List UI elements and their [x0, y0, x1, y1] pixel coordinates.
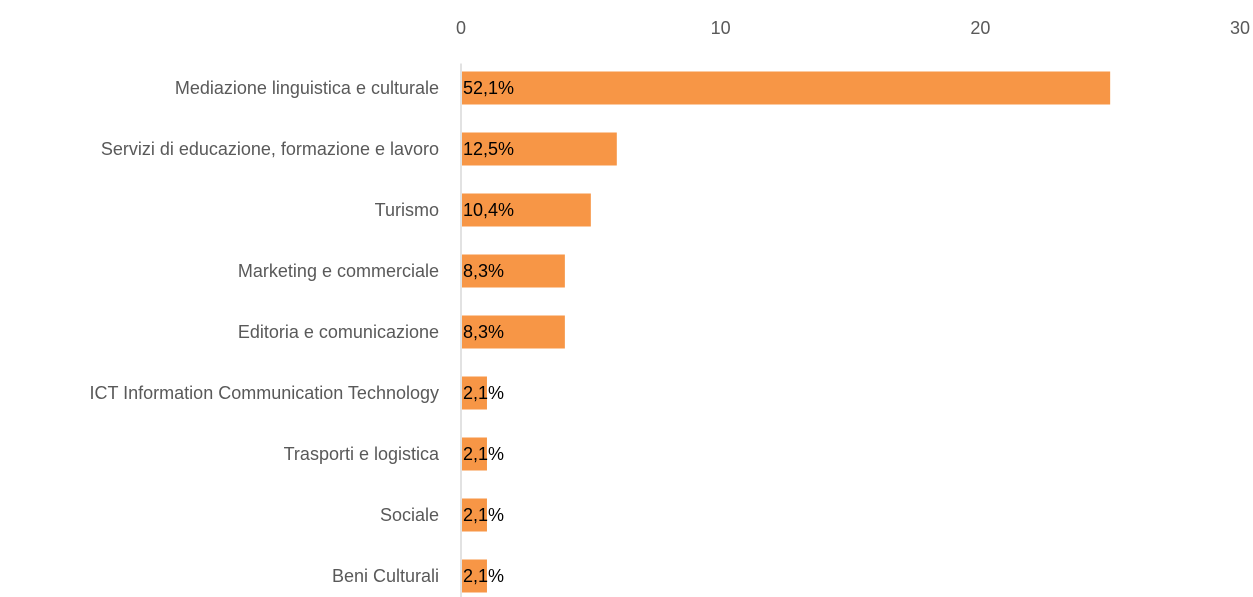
bar: [462, 559, 487, 593]
bar: [462, 498, 487, 532]
category-label: ICT Information Communication Technology: [89, 383, 439, 403]
x-axis-ticks: 0 10 20 30: [456, 18, 1250, 38]
x-tick-label: 0: [456, 18, 466, 38]
x-tick-label: 20: [970, 18, 990, 38]
bar: [462, 315, 565, 349]
category-label: Mediazione linguistica e culturale: [175, 78, 439, 98]
category-label: Editoria e comunicazione: [238, 322, 439, 342]
data-label: 2,1%: [463, 444, 504, 464]
data-labels: 52,1% 12,5% 10,4% 8,3% 8,3% 2,1% 2,1% 2,1% 2,1%: [463, 78, 514, 586]
data-label: 52,1%: [463, 78, 514, 98]
data-label: 12,5%: [463, 139, 514, 159]
data-label: 8,3%: [463, 261, 504, 281]
data-label: 2,1%: [463, 505, 504, 525]
bar: [462, 437, 487, 471]
category-label: Marketing e commerciale: [238, 261, 439, 281]
bar: [462, 376, 487, 410]
data-label: 2,1%: [463, 383, 504, 403]
category-label: Turismo: [375, 200, 439, 220]
bar: [462, 193, 591, 227]
bar: [462, 254, 565, 288]
bar: [462, 132, 617, 166]
category-label: Beni Culturali: [332, 566, 439, 586]
data-label: 2,1%: [463, 566, 504, 586]
category-label: Trasporti e logistica: [284, 444, 440, 464]
data-label: 8,3%: [463, 322, 504, 342]
bar: [462, 71, 1111, 105]
x-tick-label: 10: [711, 18, 731, 38]
category-label: Sociale: [380, 505, 439, 525]
category-labels: Mediazione linguistica e culturale Serviz…: [89, 78, 440, 586]
data-label: 10,4%: [463, 200, 514, 220]
x-tick-label: 30: [1230, 18, 1250, 38]
bars: [462, 71, 1111, 593]
category-label: Servizi di educazione, formazione e lavo…: [101, 139, 439, 159]
